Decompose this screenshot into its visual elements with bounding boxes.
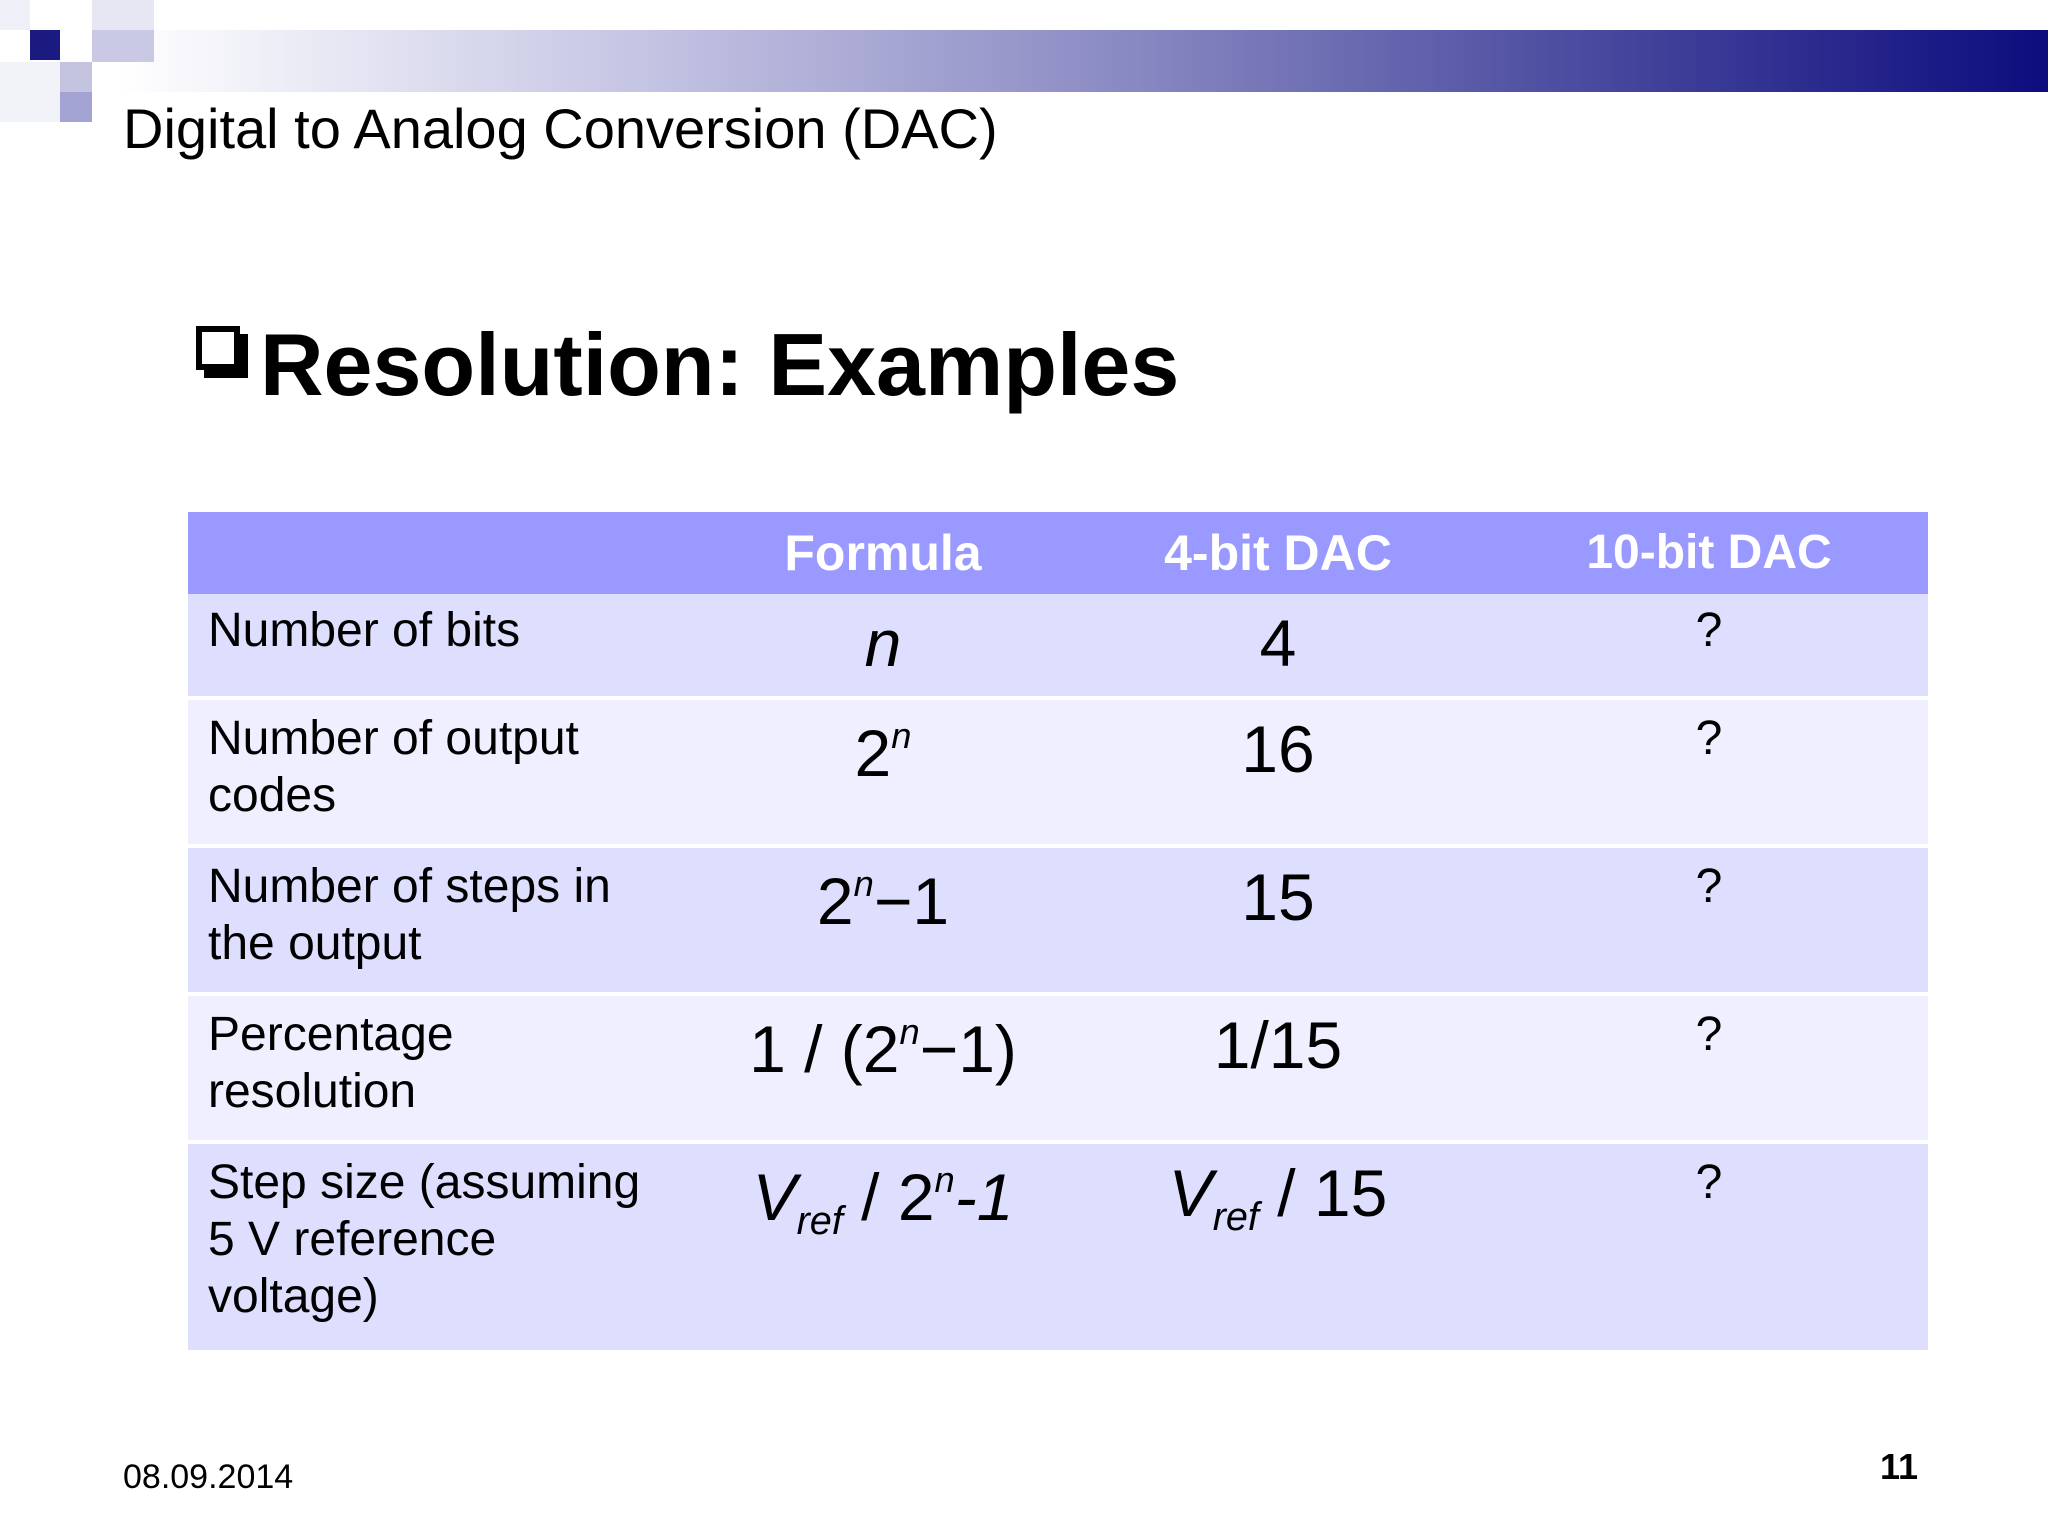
row-label-line: 5 V reference xyxy=(208,1213,497,1266)
four-bit-v: V xyxy=(1168,1156,1213,1230)
four-bit-cell: 4 xyxy=(1259,606,1297,680)
table-row: Number of bits n 4 ? xyxy=(188,594,1928,696)
formula-cell: 1 / (2n−1) xyxy=(700,996,1066,1140)
formula-tail: −1 xyxy=(873,864,950,938)
row-label: Number of bits xyxy=(208,604,521,657)
formula-exponent: n xyxy=(934,1158,955,1200)
four-bit-cell: Vref / 15 xyxy=(1066,1144,1490,1350)
row-label: Number of steps in the output xyxy=(188,848,700,992)
ten-bit-cell: ? xyxy=(1695,1008,1723,1061)
header-cell-4bit: 4-bit DAC xyxy=(1164,525,1392,581)
heading-text: Resolution: Examples xyxy=(260,315,1180,414)
four-bit-subscript: ref xyxy=(1212,1195,1259,1240)
table-row: Step size (assuming 5 V reference voltag… xyxy=(188,1140,1928,1350)
formula-cell: n xyxy=(864,606,902,680)
decor-square xyxy=(92,30,154,62)
row-label: Step size (assuming 5 V reference voltag… xyxy=(188,1144,700,1350)
ten-bit-cell: ? xyxy=(1695,712,1723,765)
ten-bit-cell: ? xyxy=(1695,1156,1723,1209)
formula-base: 2 xyxy=(816,864,854,938)
four-bit-cell: 15 xyxy=(1241,860,1315,934)
row-label-line: the output xyxy=(208,917,422,970)
header-cell-formula: Formula xyxy=(784,525,982,581)
formula-cell: 2n xyxy=(700,700,1066,844)
header-cell-10bit: 10-bit DAC xyxy=(1586,526,1832,579)
formula-cell: Vref / 2n-1 xyxy=(700,1144,1066,1350)
decor-square xyxy=(0,0,30,30)
footer-date: 08.09.2014 xyxy=(123,1458,294,1496)
row-label-line: Step size (assuming xyxy=(208,1156,641,1209)
row-label-line: codes xyxy=(208,769,337,822)
title-gradient-bar xyxy=(120,30,2048,92)
formula-mid: / 2 xyxy=(842,1160,935,1234)
four-bit-cell: 1/15 xyxy=(1213,1008,1343,1082)
formula-tail: -1 xyxy=(954,1160,1014,1234)
formula-pre: 1 / (2 xyxy=(749,1012,900,1086)
decor-square xyxy=(0,62,60,122)
decor-square xyxy=(92,0,154,30)
table-row: Number of steps in the output 2n−1 15 ? xyxy=(188,844,1928,992)
row-label: Percentage resolution xyxy=(188,996,700,1140)
row-label-line: voltage) xyxy=(208,1270,379,1323)
section-heading: Resolution: Examples xyxy=(196,314,1179,416)
formula-v: V xyxy=(752,1160,797,1234)
slide-title: Digital to Analog Conversion (DAC) xyxy=(123,97,998,160)
formula-exponent: n xyxy=(853,862,874,904)
formula-exponent: n xyxy=(899,1010,920,1052)
decor-square xyxy=(30,30,60,60)
formula-tail: −1) xyxy=(919,1012,1017,1086)
decor-square xyxy=(60,62,92,94)
resolution-table: Formula 4-bit DAC 10-bit DAC Number of b… xyxy=(188,512,1928,1350)
row-label-line: Number of output xyxy=(208,712,579,765)
formula-cell: 2n−1 xyxy=(700,848,1066,992)
page-number: 11 xyxy=(1880,1446,1919,1487)
checkbox-bullet-icon xyxy=(196,326,250,380)
formula-exponent: n xyxy=(891,714,912,756)
table-row: Percentage resolution 1 / (2n−1) 1/15 ? xyxy=(188,992,1928,1140)
formula-subscript: ref xyxy=(796,1199,843,1244)
ten-bit-cell: ? xyxy=(1695,860,1723,913)
row-label-line: resolution xyxy=(208,1065,417,1118)
four-bit-tail: / 15 xyxy=(1258,1156,1388,1230)
row-label: Number of output codes xyxy=(188,700,700,844)
table-row: Number of output codes 2n 16 ? xyxy=(188,696,1928,844)
ten-bit-cell: ? xyxy=(1695,604,1723,657)
four-bit-cell: 16 xyxy=(1241,712,1315,786)
decor-square xyxy=(60,92,92,122)
formula-base: 2 xyxy=(854,716,892,790)
table-header-row: Formula 4-bit DAC 10-bit DAC xyxy=(188,512,1928,594)
row-label-line: Percentage xyxy=(208,1008,454,1061)
row-label-line: Number of steps in xyxy=(208,860,611,913)
